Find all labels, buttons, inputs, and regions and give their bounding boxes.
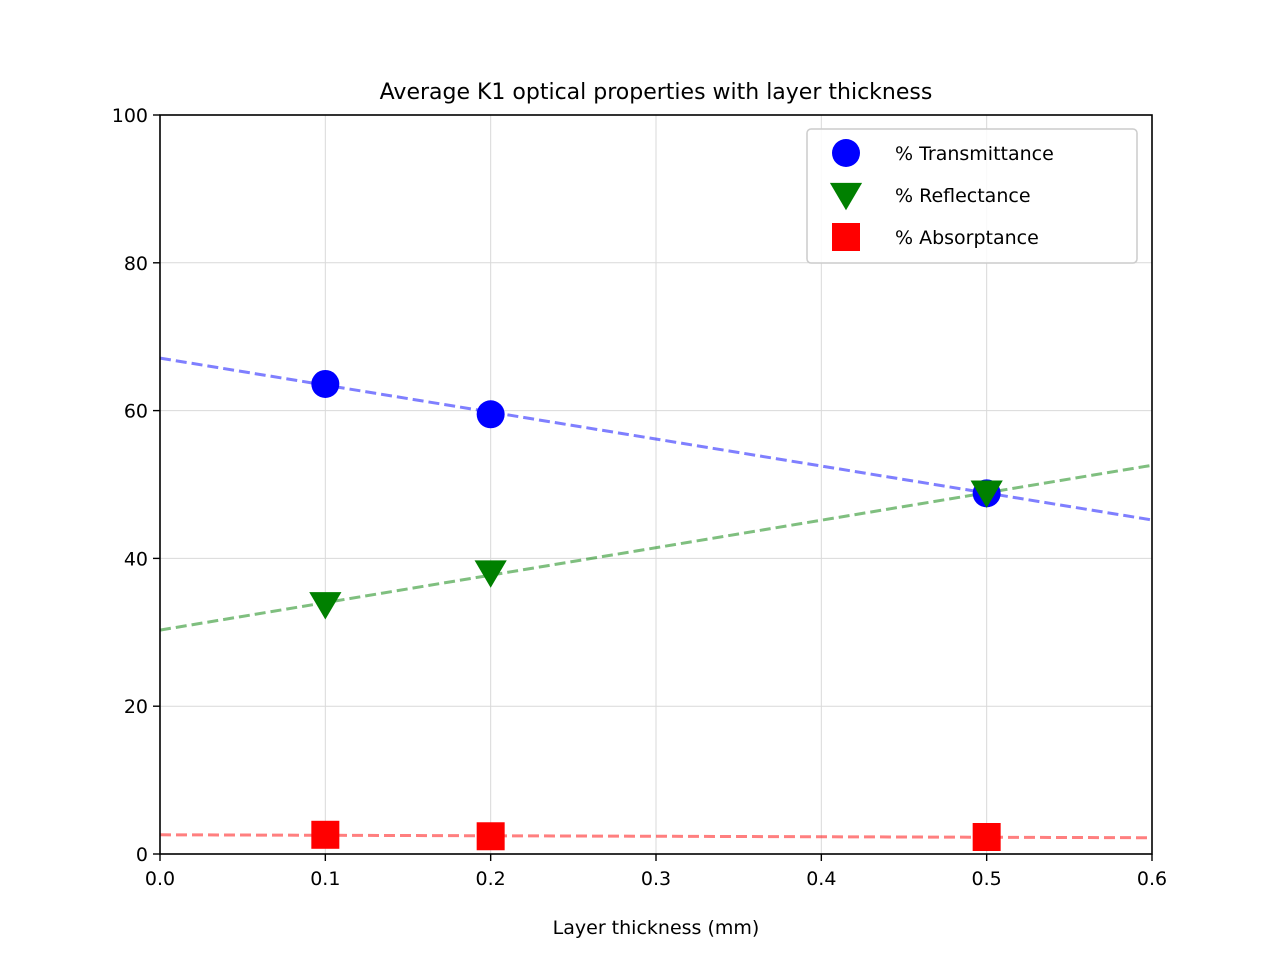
data-point <box>309 592 342 620</box>
legend-marker <box>832 223 860 251</box>
data-point <box>476 400 505 429</box>
data-markers <box>309 369 1003 852</box>
y-tick-label: 80 <box>124 253 148 275</box>
data-point <box>311 369 340 398</box>
x-axis-ticks: 0.0 0.1 0.2 0.3 0.4 0.5 0.6 <box>145 854 1167 890</box>
data-point <box>474 560 507 588</box>
x-tick-label: 0.6 <box>1137 868 1167 890</box>
x-axis-label: Layer thickness (mm) <box>553 917 760 939</box>
y-tick-label: 0 <box>136 844 148 866</box>
legend: % Transmittance % Reflectance % Absorptanc… <box>806 128 1138 264</box>
y-tick-label: 60 <box>124 401 148 423</box>
y-tick-label: 100 <box>112 105 148 127</box>
x-tick-label: 0.3 <box>641 868 671 890</box>
legend-label: % Reflectance <box>895 185 1031 207</box>
legend-marker <box>832 139 860 167</box>
legend-marker <box>829 182 863 211</box>
legend-label: % Transmittance <box>895 143 1054 165</box>
x-tick-label: 0.0 <box>145 868 175 890</box>
data-point <box>972 823 1001 852</box>
y-tick-label: 40 <box>124 548 148 570</box>
data-point <box>476 822 505 851</box>
data-point <box>970 480 1003 508</box>
x-tick-label: 0.4 <box>806 868 836 890</box>
x-tick-label: 0.1 <box>310 868 340 890</box>
data-point <box>311 820 340 849</box>
y-tick-label: 20 <box>124 696 148 718</box>
legend-box <box>806 128 1138 264</box>
x-tick-label: 0.5 <box>972 868 1002 890</box>
x-tick-label: 0.2 <box>476 868 506 890</box>
y-axis-ticks: 0 20 40 60 80 100 <box>112 105 160 866</box>
legend-label: % Absorptance <box>895 227 1039 249</box>
chart-title: Average K1 optical properties with layer… <box>380 80 933 105</box>
